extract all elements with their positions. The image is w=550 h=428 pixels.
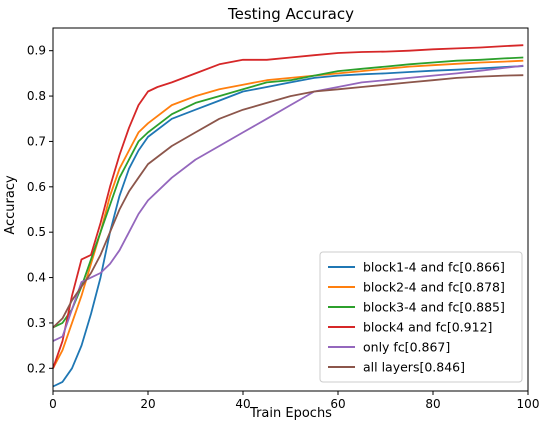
y-tick-label: 0.4 bbox=[27, 271, 46, 285]
y-tick-label: 0.2 bbox=[27, 361, 46, 375]
y-axis: 0.2 0.3 0.4 0.5 0.6 0.7 0.8 0.9 bbox=[27, 44, 53, 375]
chart-title: Testing Accuracy bbox=[227, 5, 354, 23]
x-axis-label: Train Epochs bbox=[249, 406, 332, 421]
x-tick-label: 40 bbox=[235, 397, 250, 411]
y-tick-label: 0.9 bbox=[27, 44, 46, 58]
x-tick-label: 100 bbox=[517, 397, 540, 411]
x-tick-label: 0 bbox=[49, 397, 57, 411]
legend-label: only fc[0.867] bbox=[363, 340, 450, 355]
x-axis: 0 20 40 60 80 100 bbox=[49, 391, 539, 411]
series-line-5 bbox=[52, 64, 524, 342]
legend-label: block1-4 and fc[0.866] bbox=[363, 260, 505, 275]
series-line-3 bbox=[52, 56, 524, 329]
x-tick-label: 20 bbox=[140, 397, 155, 411]
legend-label: all layers[0.846] bbox=[363, 360, 465, 375]
y-axis-label: Accuracy bbox=[3, 175, 18, 235]
x-tick-label: 60 bbox=[330, 397, 345, 411]
legend: block1-4 and fc[0.866] block2-4 and fc[0.… bbox=[319, 251, 523, 383]
x-tick-label: 80 bbox=[425, 397, 440, 411]
legend-label: block2-4 and fc[0.878] bbox=[363, 280, 505, 295]
legend-box bbox=[319, 251, 523, 383]
y-tick-label: 0.6 bbox=[27, 180, 46, 194]
series-line-2 bbox=[52, 59, 524, 369]
y-tick-label: 0.7 bbox=[27, 134, 46, 148]
y-tick-label: 0.8 bbox=[27, 89, 46, 103]
series-line-1 bbox=[52, 65, 524, 388]
legend-label: block3-4 and fc[0.885] bbox=[363, 300, 505, 315]
legend-label: block4 and fc[0.912] bbox=[363, 320, 492, 335]
plot-area bbox=[52, 44, 524, 388]
y-tick-label: 0.3 bbox=[27, 316, 46, 330]
y-tick-label: 0.5 bbox=[27, 225, 46, 239]
plot-frame bbox=[52, 27, 529, 392]
series-line-4 bbox=[52, 44, 524, 369]
series-line-6 bbox=[52, 74, 524, 329]
